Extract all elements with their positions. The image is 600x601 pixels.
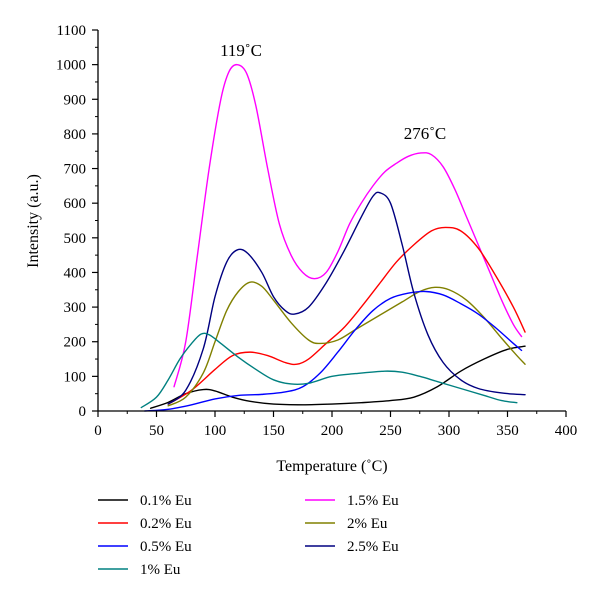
series-line-1: [173, 63, 523, 388]
peak-annotations: 119˚C 276˚C: [220, 41, 446, 143]
x-tick-label: 300: [438, 423, 461, 439]
x-axis-ticks: 0 50 100 150 200 250 300 350 400: [94, 411, 577, 439]
y-tick-label: 200: [64, 335, 87, 351]
y-tick-label: 1100: [57, 23, 86, 39]
y-tick-label: 400: [64, 265, 87, 281]
x-tick-label: 250: [379, 423, 402, 439]
series-line-6: [140, 332, 518, 409]
x-tick-label: 0: [94, 423, 102, 439]
series-line-4: [144, 290, 523, 412]
y-tick-label: 600: [64, 196, 87, 212]
y-tick-label: 500: [64, 231, 87, 247]
x-tick-label: 400: [555, 423, 578, 439]
peak-annotation: 276˚C: [404, 124, 447, 143]
y-tick-label: 1000: [56, 58, 86, 74]
series-line-5: [167, 191, 526, 405]
peak-annotation: 119˚C: [220, 41, 262, 60]
y-tick-label: 900: [64, 92, 87, 108]
legend-label: 0.2% Eu: [140, 516, 192, 532]
series-line-3: [167, 281, 526, 407]
legend-label: 2.5% Eu: [347, 539, 399, 555]
y-tick-label: 700: [64, 162, 87, 178]
series-curves: [140, 63, 526, 412]
x-axis-title: Temperature (˚C): [276, 458, 387, 475]
y-axis-ticks: 0 100 200 300 400 500 600 700 800 900 1000 1100: [56, 23, 98, 420]
legend-label: 0.1% Eu: [140, 493, 192, 509]
plot-area: 0 50 100 150 200 250 300 350 400 0 100 200 300 400 50…: [56, 23, 577, 439]
series-line-0: [149, 345, 526, 409]
x-tick-label: 150: [262, 423, 285, 439]
y-tick-label: 300: [64, 300, 87, 316]
y-tick-label: 100: [64, 369, 87, 385]
legend-label: 2% Eu: [347, 516, 388, 532]
y-axis-title: Intensity (a.u.): [25, 174, 42, 268]
x-tick-label: 200: [321, 423, 344, 439]
legend-label: 0.5% Eu: [140, 539, 192, 555]
legend-label: 1.5% Eu: [347, 493, 399, 509]
legend: 0.1% Eu 0.2% Eu 0.5% Eu 1% Eu 1.5% Eu 2% Eu 2.…: [98, 493, 399, 578]
x-tick-label: 100: [204, 423, 227, 439]
x-tick-label: 50: [149, 423, 164, 439]
x-tick-label: 350: [496, 423, 519, 439]
y-tick-label: 0: [79, 404, 87, 420]
y-tick-label: 800: [64, 127, 87, 143]
series-line-2: [167, 226, 526, 405]
legend-label: 1% Eu: [140, 562, 181, 578]
